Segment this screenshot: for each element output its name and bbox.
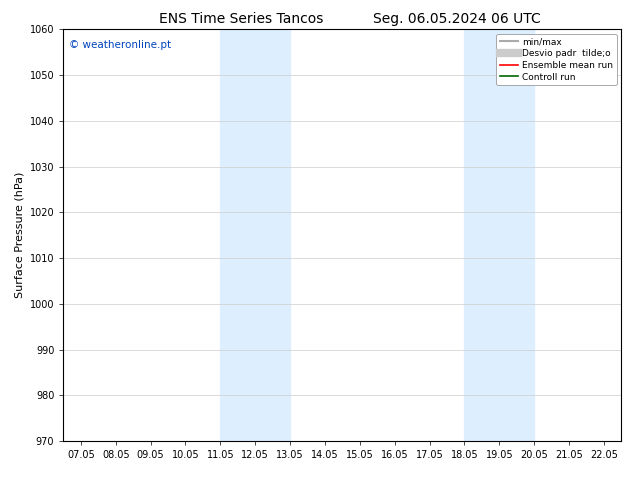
- Bar: [464, 29, 534, 441]
- Text: © weatheronline.pt: © weatheronline.pt: [69, 40, 171, 49]
- Text: Seg. 06.05.2024 06 UTC: Seg. 06.05.2024 06 UTC: [373, 12, 540, 26]
- Bar: [221, 29, 290, 441]
- Text: ENS Time Series Tancos: ENS Time Series Tancos: [158, 12, 323, 26]
- Y-axis label: Surface Pressure (hPa): Surface Pressure (hPa): [14, 172, 24, 298]
- Legend: min/max, Desvio padr  tilde;o, Ensemble mean run, Controll run: min/max, Desvio padr tilde;o, Ensemble m…: [496, 34, 617, 85]
